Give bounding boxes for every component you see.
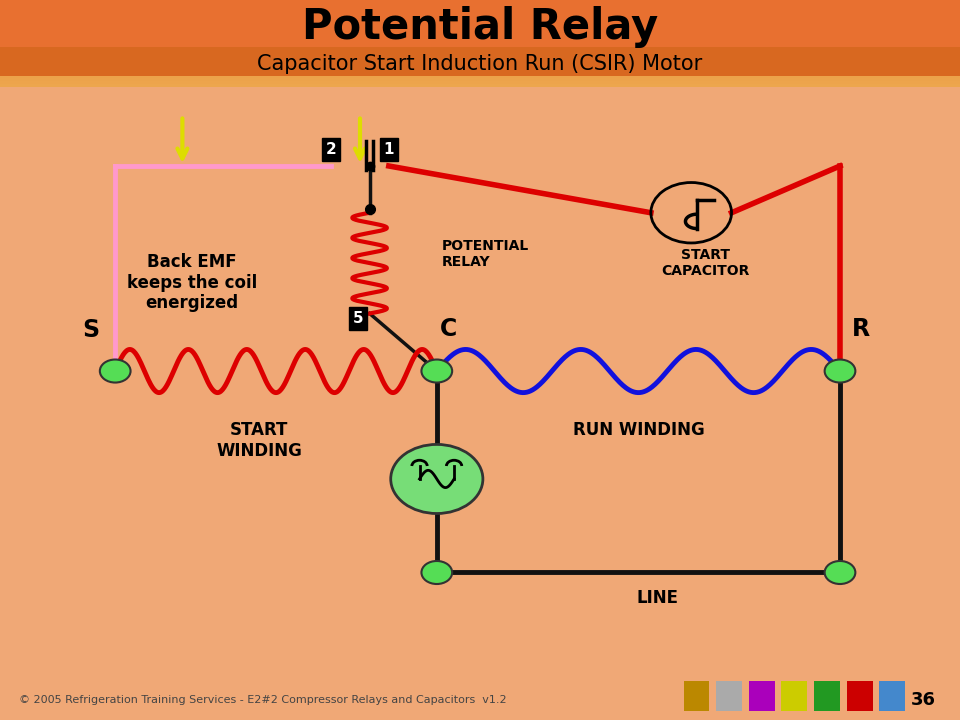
Bar <box>0 81 960 84</box>
Bar <box>0 84 960 87</box>
Text: 1: 1 <box>384 142 394 157</box>
Bar <box>0 62 960 65</box>
Bar <box>0 59 960 62</box>
Bar <box>0 1 960 76</box>
Text: Potential Relay: Potential Relay <box>301 6 659 48</box>
Bar <box>0 17 960 20</box>
Text: R: R <box>852 317 870 341</box>
Bar <box>0 76 960 78</box>
Circle shape <box>421 561 452 584</box>
Bar <box>0 23 960 26</box>
Bar <box>0 56 960 59</box>
Bar <box>0 78 960 81</box>
Bar <box>716 681 742 711</box>
Bar <box>749 681 775 711</box>
Bar <box>0 40 960 42</box>
Text: 5: 5 <box>352 311 364 326</box>
Text: 2: 2 <box>325 142 337 157</box>
Bar <box>0 45 960 48</box>
Text: Back EMF
keeps the coil
energized: Back EMF keeps the coil energized <box>127 253 257 312</box>
Circle shape <box>391 444 483 513</box>
Bar <box>0 6 960 9</box>
Bar <box>781 681 807 711</box>
Bar <box>0 70 960 73</box>
Bar <box>684 681 709 711</box>
Bar <box>0 1 960 48</box>
Bar <box>0 12 960 14</box>
Bar <box>847 681 873 711</box>
Bar <box>0 42 960 45</box>
Bar <box>0 73 960 76</box>
Bar <box>0 37 960 40</box>
Text: © 2005 Refrigeration Training Services - E2#2 Compressor Relays and Capacitors  : © 2005 Refrigeration Training Services -… <box>19 695 507 705</box>
Bar <box>0 34 960 37</box>
Bar <box>879 681 905 711</box>
Bar <box>0 31 960 34</box>
Text: POTENTIAL
RELAY: POTENTIAL RELAY <box>442 238 529 269</box>
Text: 36: 36 <box>911 691 936 709</box>
Bar <box>814 681 840 711</box>
Circle shape <box>421 359 452 382</box>
Bar <box>0 20 960 23</box>
Bar <box>0 4 960 6</box>
Bar <box>0 14 960 17</box>
Text: START
WINDING: START WINDING <box>216 421 302 460</box>
Text: Capacitor Start Induction Run (CSIR) Motor: Capacitor Start Induction Run (CSIR) Mot… <box>257 54 703 74</box>
Bar <box>0 65 960 68</box>
Bar <box>0 67 960 70</box>
Circle shape <box>100 359 131 382</box>
Bar <box>0 9 960 12</box>
Bar <box>0 25 960 28</box>
Text: RUN WINDING: RUN WINDING <box>572 421 705 439</box>
Text: START
CAPACITOR: START CAPACITOR <box>661 248 750 278</box>
Bar <box>0 50 960 53</box>
Text: LINE: LINE <box>636 589 679 607</box>
Bar <box>0 53 960 56</box>
Bar <box>0 48 960 50</box>
Bar <box>0 28 960 31</box>
Text: C: C <box>440 317 457 341</box>
Circle shape <box>825 359 855 382</box>
Text: S: S <box>83 318 100 342</box>
Circle shape <box>825 561 855 584</box>
